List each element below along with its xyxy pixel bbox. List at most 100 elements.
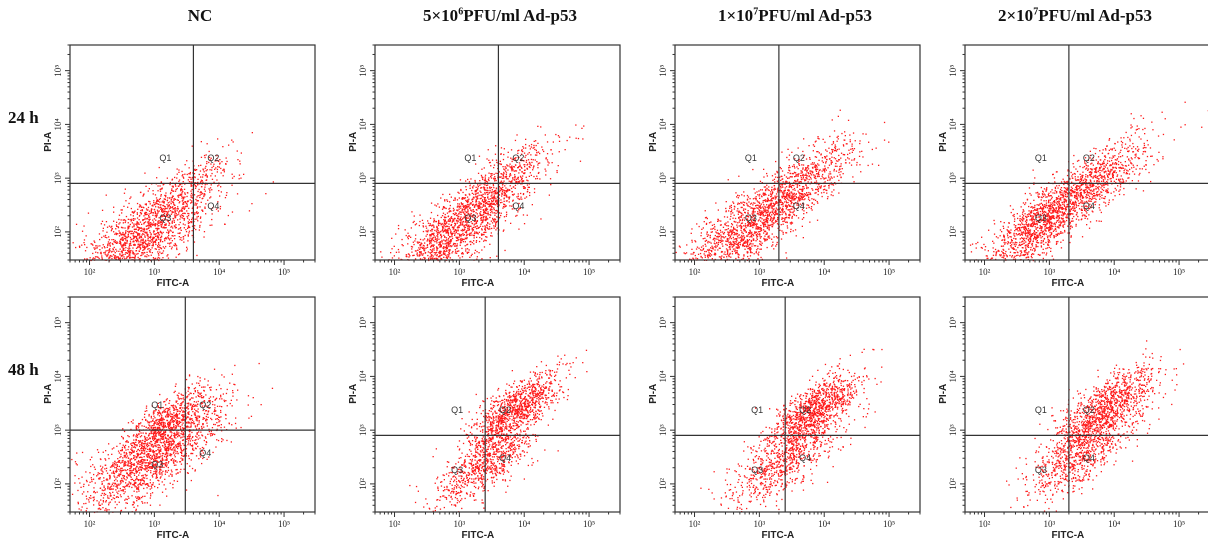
y-tick-label: 10⁵ — [53, 65, 63, 77]
y-tick-label: 10² — [53, 226, 63, 238]
x-tick-label: 10⁵ — [1173, 519, 1185, 529]
quadrant-label-q2: Q2 — [793, 153, 805, 163]
x-tick-label: 10³ — [1044, 519, 1056, 529]
quadrant-label-q1: Q1 — [745, 153, 757, 163]
column-title-nc: NC — [120, 6, 280, 30]
quadrant-label-q3: Q3 — [464, 213, 476, 223]
y-tick-label: 10⁵ — [658, 65, 668, 77]
quadrant-label-q2: Q2 — [512, 153, 524, 163]
x-tick-label: 10⁵ — [1173, 267, 1185, 277]
x-tick-label: 10⁵ — [278, 519, 290, 529]
y-axis-label: PI-A — [938, 384, 949, 404]
x-axis-label: FITC-A — [762, 530, 795, 541]
column-title-unit: PFU/ml Ad-p53 — [463, 6, 577, 25]
y-tick-label: 10⁵ — [658, 317, 668, 329]
x-axis-label: FITC-A — [462, 530, 495, 541]
y-tick-label: 10⁵ — [948, 65, 958, 77]
x-tick-label: 10² — [389, 267, 401, 277]
x-tick-label: 10⁴ — [818, 519, 830, 529]
y-tick-label: 10⁵ — [53, 317, 63, 329]
quadrant-label-q2: Q2 — [1083, 405, 1095, 415]
x-axis-label: FITC-A — [1052, 530, 1085, 541]
x-tick-label: 10³ — [754, 267, 766, 277]
y-tick-label: 10⁵ — [358, 65, 368, 77]
quadrant-label-q4: Q4 — [499, 453, 511, 463]
y-tick-label: 10² — [53, 478, 63, 490]
y-tick-label: 10² — [948, 226, 958, 238]
quadrant-label-q1: Q1 — [464, 153, 476, 163]
column-title-unit: PFU/ml Ad-p53 — [758, 6, 872, 25]
row-label-48h: 48 h — [8, 360, 39, 380]
x-tick-label: 10⁴ — [818, 267, 830, 277]
y-tick-label: 10⁴ — [53, 118, 63, 130]
column-title-5e6: 5×106PFU/ml Ad-p53 — [370, 6, 630, 30]
x-tick-label: 10³ — [1044, 267, 1056, 277]
x-tick-label: 10⁴ — [1108, 519, 1120, 529]
y-axis-label: PI-A — [348, 384, 359, 404]
x-tick-label: 10² — [84, 267, 96, 277]
x-tick-label: 10³ — [149, 267, 161, 277]
quadrant-label-q4: Q4 — [793, 201, 805, 211]
y-axis-label: PI-A — [43, 132, 54, 152]
y-tick-label: 10³ — [658, 424, 668, 436]
y-tick-label: 10³ — [948, 424, 958, 436]
quadrant-label-q1: Q1 — [151, 400, 163, 410]
quadrant-label-q1: Q1 — [451, 405, 463, 415]
quadrant-label-q1: Q1 — [751, 405, 763, 415]
quadrant-label-q2: Q2 — [499, 405, 511, 415]
data-points — [1006, 340, 1184, 512]
data-points — [73, 132, 275, 261]
x-axis-label: FITC-A — [1052, 278, 1085, 289]
y-tick-label: 10³ — [358, 172, 368, 184]
x-tick-label: 10² — [979, 519, 991, 529]
data-points — [380, 124, 584, 261]
y-tick-label: 10⁴ — [658, 370, 668, 382]
y-tick-label: 10³ — [948, 172, 958, 184]
y-tick-label: 10³ — [53, 172, 63, 184]
y-tick-label: 10² — [948, 478, 958, 490]
plot-frame — [70, 45, 315, 260]
quadrant-label-q3: Q3 — [451, 465, 463, 475]
column-title-text: 5×10 — [423, 6, 458, 25]
y-axis-label: PI-A — [938, 132, 949, 152]
y-tick-label: 10⁴ — [658, 118, 668, 130]
x-tick-label: 10³ — [454, 267, 466, 277]
x-tick-label: 10⁵ — [883, 267, 895, 277]
quadrant-label-q2: Q2 — [207, 153, 219, 163]
x-axis-label: FITC-A — [157, 530, 190, 541]
column-title-unit: PFU/ml Ad-p53 — [1038, 6, 1152, 25]
quadrant-label-q2: Q2 — [199, 400, 211, 410]
x-axis-label: FITC-A — [157, 278, 190, 289]
y-tick-label: 10⁴ — [948, 370, 958, 382]
x-tick-label: 10⁵ — [883, 519, 895, 529]
x-tick-label: 10⁴ — [518, 267, 530, 277]
data-points — [676, 110, 890, 261]
column-title-1e7: 1×107PFU/ml Ad-p53 — [665, 6, 925, 30]
x-tick-label: 10³ — [149, 519, 161, 529]
y-axis-label: PI-A — [648, 384, 659, 404]
column-title-text: 2×10 — [998, 6, 1033, 25]
x-tick-label: 10³ — [454, 519, 466, 529]
data-points — [71, 363, 273, 513]
x-tick-label: 10² — [389, 519, 401, 529]
y-axis-label: PI-A — [348, 132, 359, 152]
plot-frame — [675, 297, 920, 512]
y-tick-label: 10⁴ — [948, 118, 958, 130]
y-tick-label: 10³ — [658, 172, 668, 184]
y-tick-label: 10² — [658, 478, 668, 490]
column-title-2e7: 2×107PFU/ml Ad-p53 — [945, 6, 1205, 30]
quadrant-label-q4: Q4 — [199, 448, 211, 458]
column-title-text: NC — [188, 6, 213, 25]
quadrant-label-q1: Q1 — [1035, 405, 1047, 415]
quadrant-label-q4: Q4 — [1083, 453, 1095, 463]
y-tick-label: 10³ — [358, 424, 368, 436]
quadrant-label-q2: Q2 — [799, 405, 811, 415]
x-axis-label: FITC-A — [762, 278, 795, 289]
